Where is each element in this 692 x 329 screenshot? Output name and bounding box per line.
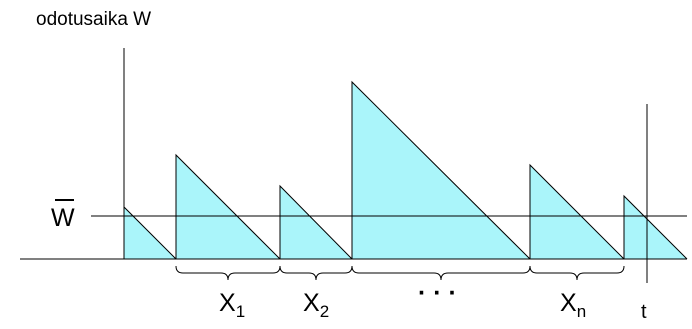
- mean-label: W: [51, 204, 75, 232]
- triangle-1: [123, 205, 178, 260]
- brace-x2: [279, 265, 353, 281]
- label-xn: Xn: [560, 289, 586, 321]
- label-x2: X2: [303, 289, 329, 321]
- triangle-5: [529, 163, 626, 260]
- triangle-3: [279, 184, 354, 260]
- ellipsis-label: · · ·: [418, 279, 457, 307]
- brace-xn: [529, 265, 625, 281]
- triangle-6-edge: [623, 194, 688, 260]
- brace-ellipsis: [351, 265, 531, 281]
- label-x1: X1: [219, 289, 245, 321]
- time-label: t: [641, 301, 647, 323]
- sawtooth: [123, 80, 688, 260]
- braces: [175, 265, 625, 281]
- diagram-title: odotusaika W: [36, 9, 151, 30]
- triangle-2: [175, 153, 282, 260]
- triangle-4: [351, 80, 532, 260]
- brace-x1: [175, 265, 281, 281]
